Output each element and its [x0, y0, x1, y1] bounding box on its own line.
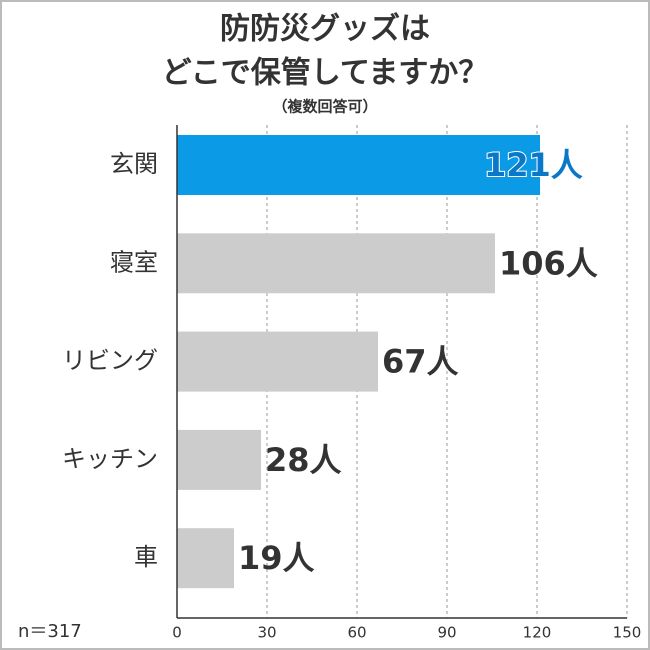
x-tick-label: 30 [257, 624, 276, 642]
value-label: 28人 [265, 441, 342, 479]
annotation: n＝317 [18, 621, 82, 642]
x-tick-label: 150 [613, 624, 642, 642]
value-label: 121人 [484, 146, 583, 184]
y-tick-label: キッチン [62, 445, 158, 473]
chart-title: 防防災グッズは [220, 12, 430, 47]
bar [177, 135, 540, 195]
x-tick-label: 90 [437, 624, 456, 642]
y-tick-label: 玄関 [110, 150, 158, 178]
bar [177, 233, 495, 294]
x-tick-label: 60 [347, 624, 366, 642]
x-tick-label: 120 [523, 624, 552, 642]
chart-subtitle: （複数回答可） [272, 98, 377, 116]
chart-title: どこで保管してますか？ [162, 56, 489, 91]
value-label: 67人 [382, 343, 459, 381]
value-label: 19人 [238, 539, 315, 577]
x-tick-label: 0 [172, 624, 182, 642]
bar [177, 429, 261, 490]
bar [177, 331, 378, 392]
y-tick-label: 車 [134, 543, 158, 571]
bar [177, 528, 234, 589]
y-tick-label: 寝室 [110, 248, 158, 276]
y-tick-label: リビング [62, 347, 158, 375]
value-label: 106人 [499, 244, 598, 282]
